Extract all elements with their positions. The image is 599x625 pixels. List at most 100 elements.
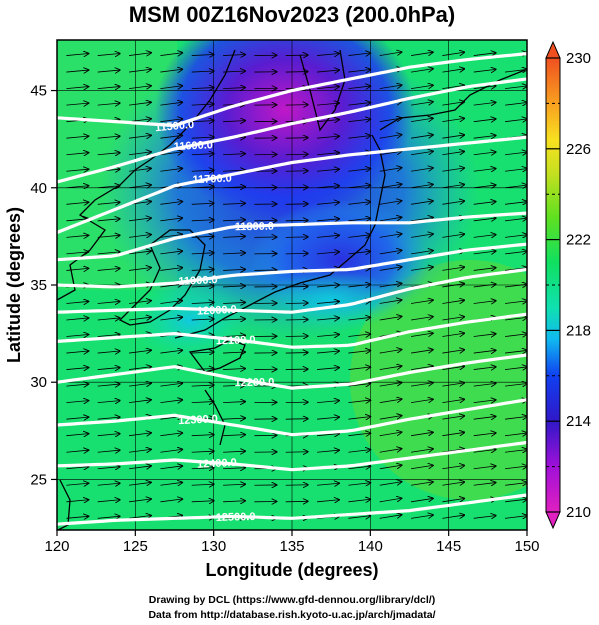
y-tick-label: 25 xyxy=(30,471,47,488)
wind-vector xyxy=(442,267,464,270)
wind-vector xyxy=(473,350,496,353)
wind-vector xyxy=(348,70,370,73)
contour-label: 12400.0 xyxy=(197,457,237,471)
contour-line xyxy=(57,398,527,437)
wind-vector xyxy=(505,268,527,271)
wind-vector xyxy=(191,71,214,72)
contour-line xyxy=(57,135,527,234)
wind-vector xyxy=(285,72,308,73)
y-tick-label: 30 xyxy=(30,374,47,391)
wind-vector xyxy=(160,135,182,138)
wind-vector xyxy=(97,87,120,89)
wind-vector xyxy=(411,151,433,156)
wind-vector xyxy=(223,484,245,485)
wind-vector xyxy=(505,367,527,370)
temperature-field xyxy=(57,40,527,530)
wind-vector xyxy=(129,433,151,436)
wind-vector xyxy=(442,333,464,336)
credit-data: Data from http://database.rish.kyoto-u.a… xyxy=(148,609,435,621)
wind-vector xyxy=(473,235,496,238)
wind-vector xyxy=(505,417,527,420)
wind-vector xyxy=(411,449,433,453)
x-tick-label: 140 xyxy=(358,538,383,555)
wind-vector xyxy=(411,333,433,337)
wind-vector xyxy=(129,516,151,519)
wind-vector xyxy=(473,383,496,386)
wind-vector xyxy=(223,236,245,237)
wind-vector xyxy=(379,267,402,271)
wind-vector xyxy=(473,416,496,419)
wind-vector xyxy=(379,366,402,370)
contour-label: 12500.0 xyxy=(216,511,256,524)
wind-vector xyxy=(66,450,88,452)
wind-vector xyxy=(473,466,496,469)
wind-vector xyxy=(191,88,214,89)
wind-vector xyxy=(285,171,308,172)
wind-vector xyxy=(223,501,245,502)
wind-vector xyxy=(223,54,245,55)
wind-vector xyxy=(317,186,339,188)
wind-vector xyxy=(379,482,402,486)
contour-label: 11800.0 xyxy=(235,221,274,234)
wind-vector xyxy=(317,153,339,155)
wind-vector xyxy=(442,482,464,485)
wind-vector xyxy=(348,218,370,221)
wind-vector xyxy=(317,318,339,320)
wind-vector xyxy=(66,54,88,56)
wind-vector xyxy=(442,118,464,121)
wind-vector xyxy=(442,135,464,138)
wind-vector xyxy=(160,383,182,386)
wind-vector xyxy=(473,135,496,138)
wind-vector xyxy=(129,86,151,89)
wind-vector xyxy=(66,368,88,370)
colorbar-tick-label: 214 xyxy=(566,413,591,430)
wind-vector xyxy=(223,468,245,469)
wind-vector xyxy=(473,400,496,403)
wind-vector xyxy=(442,185,464,188)
wind-vector xyxy=(348,334,370,337)
wind-vector xyxy=(285,319,308,320)
wind-vector xyxy=(97,219,120,221)
wind-vector xyxy=(129,235,151,238)
wind-vector xyxy=(317,401,339,403)
wind-vector xyxy=(223,335,245,336)
wind-vector xyxy=(160,482,182,485)
wind-vector xyxy=(97,186,120,188)
contour-label: 11500.0 xyxy=(155,119,195,134)
wind-vector xyxy=(285,55,308,56)
contour-line xyxy=(57,211,527,262)
wind-vector xyxy=(473,86,496,89)
wind-vector xyxy=(129,383,151,386)
wind-vector xyxy=(505,499,527,502)
wind-vector xyxy=(285,501,308,502)
wind-vector xyxy=(473,334,496,337)
wind-vector xyxy=(317,351,339,353)
wind-vector xyxy=(411,251,433,255)
wind-vector xyxy=(442,366,464,369)
y-axis: 25 30 35 40 45 xyxy=(30,83,57,488)
wind-vector xyxy=(348,450,370,453)
wind-vector xyxy=(97,450,120,452)
wind-vector xyxy=(129,301,151,304)
wind-vector xyxy=(505,466,527,469)
wind-vector xyxy=(160,69,182,72)
x-tick-label: 150 xyxy=(514,538,539,555)
wind-vector xyxy=(160,400,182,403)
wind-vector xyxy=(379,184,402,189)
wind-vector xyxy=(97,334,120,336)
wind-vector xyxy=(160,284,182,287)
chart-title: MSM 00Z16Nov2023 (200.0hPa) xyxy=(129,2,456,27)
wind-vector xyxy=(223,71,245,72)
wind-vector xyxy=(97,401,120,403)
wind-vector xyxy=(442,317,464,320)
wind-vector xyxy=(348,499,370,502)
wind-vector xyxy=(191,104,214,105)
wind-vector xyxy=(191,286,214,287)
wind-vector xyxy=(66,219,88,221)
wind-vector xyxy=(505,383,527,386)
wind-vector xyxy=(129,152,151,155)
wind-vector xyxy=(473,152,496,155)
wind-vector xyxy=(129,69,151,72)
wind-vector xyxy=(411,515,433,519)
